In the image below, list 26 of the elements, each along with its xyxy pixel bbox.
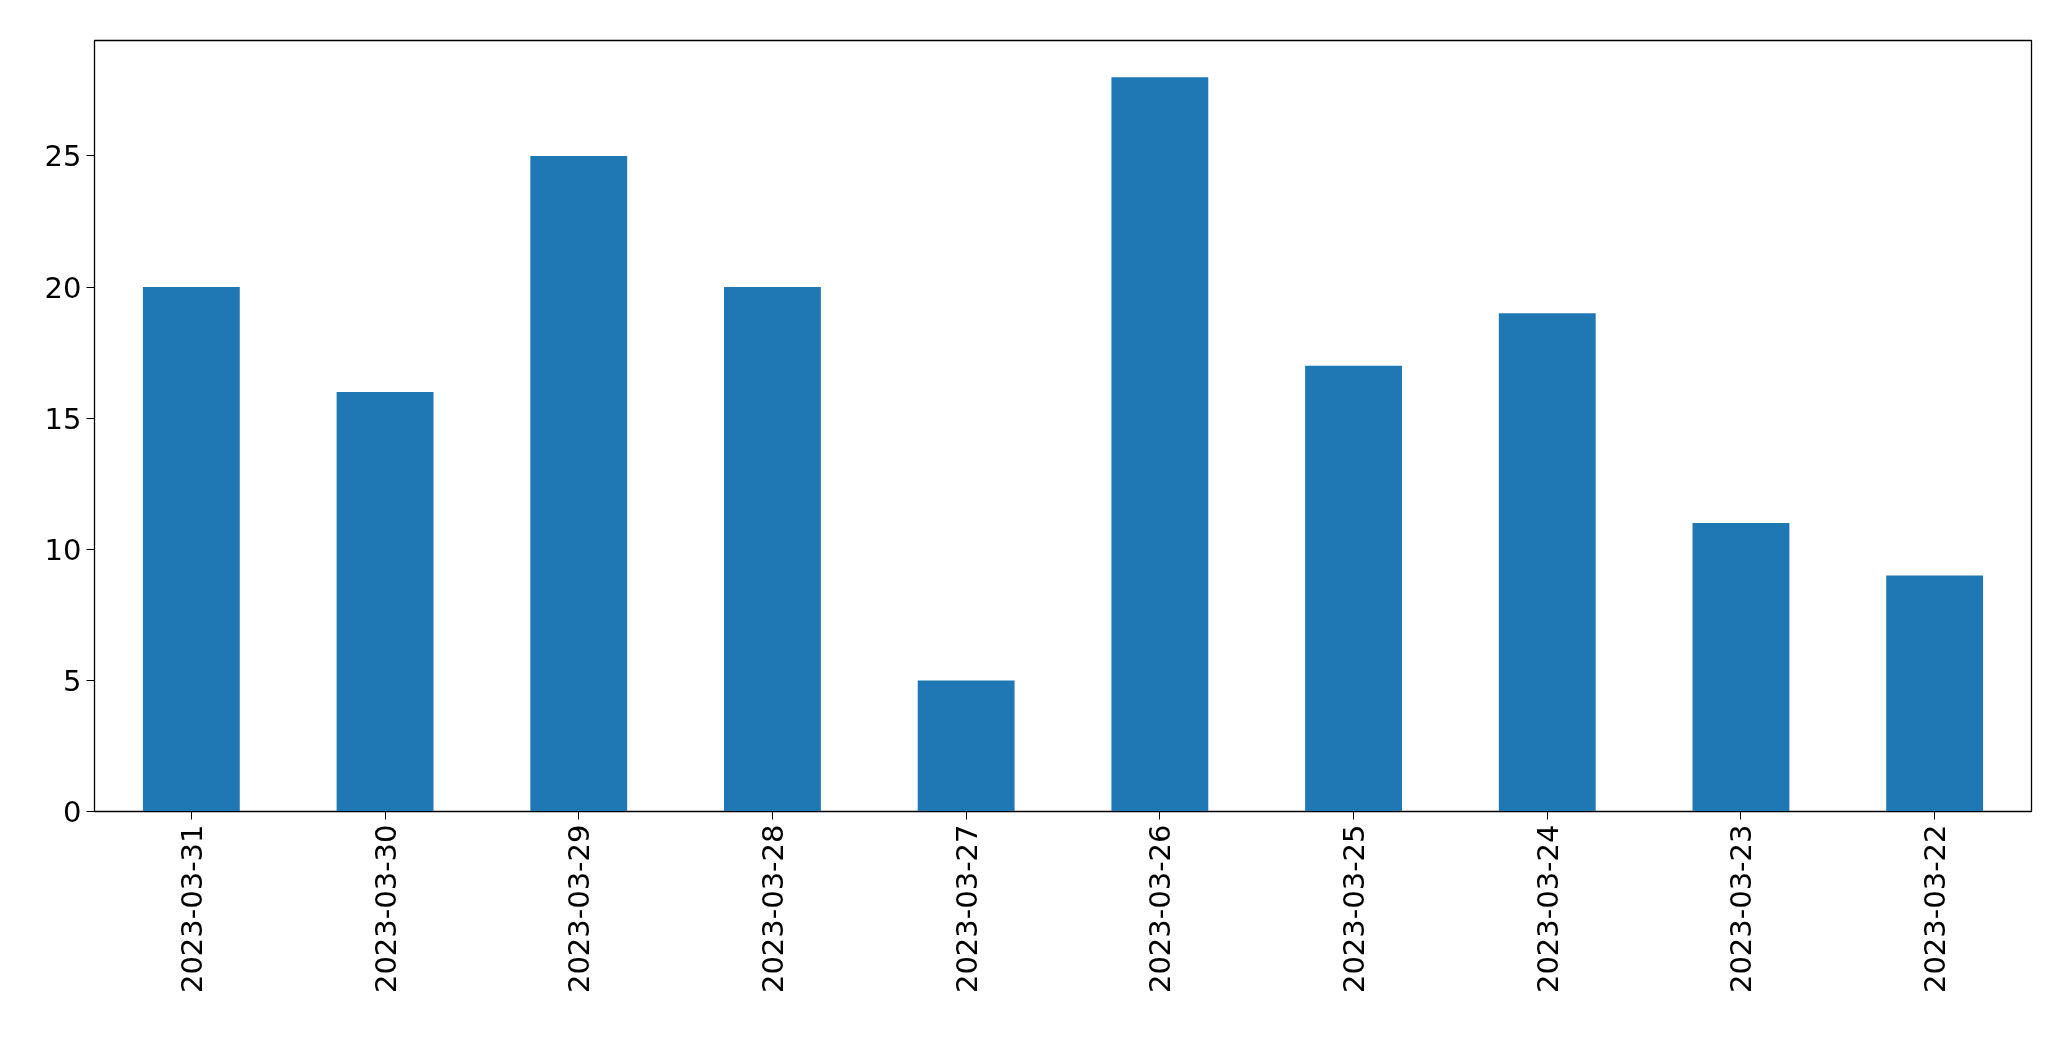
y-tick-label: 10: [44, 532, 82, 567]
x-tick-label: 2023-03-27: [949, 824, 984, 994]
x-tick-label: 2023-03-28: [755, 824, 790, 994]
x-tick-label: 2023-03-29: [562, 824, 597, 994]
y-tick-label: 15: [44, 401, 82, 436]
y-tick-label: 0: [63, 795, 82, 829]
bar: [336, 391, 434, 812]
bar: [1305, 365, 1402, 812]
x-tick-label: 2023-03-31: [174, 824, 209, 994]
x-tick-label: 2023-03-24: [1530, 824, 1565, 994]
x-tick-label: 2023-03-25: [1337, 824, 1372, 994]
bar: [1111, 77, 1209, 812]
bar: [917, 680, 1015, 812]
x-tick-label: 2023-03-22: [1918, 824, 1953, 994]
bar: [530, 155, 628, 812]
x-tick-label: 2023-03-30: [368, 824, 403, 994]
y-tick-label: 20: [44, 270, 82, 305]
y-tick-label: 25: [44, 139, 82, 174]
bar: [1692, 523, 1790, 812]
x-tick-label: 2023-03-26: [1143, 824, 1178, 994]
bar: [1886, 575, 1984, 812]
bar: [142, 287, 240, 812]
x-tick-label: 2023-03-23: [1724, 824, 1759, 994]
bar: [1498, 313, 1596, 812]
bar: [724, 287, 821, 812]
y-tick-label: 5: [63, 663, 82, 698]
